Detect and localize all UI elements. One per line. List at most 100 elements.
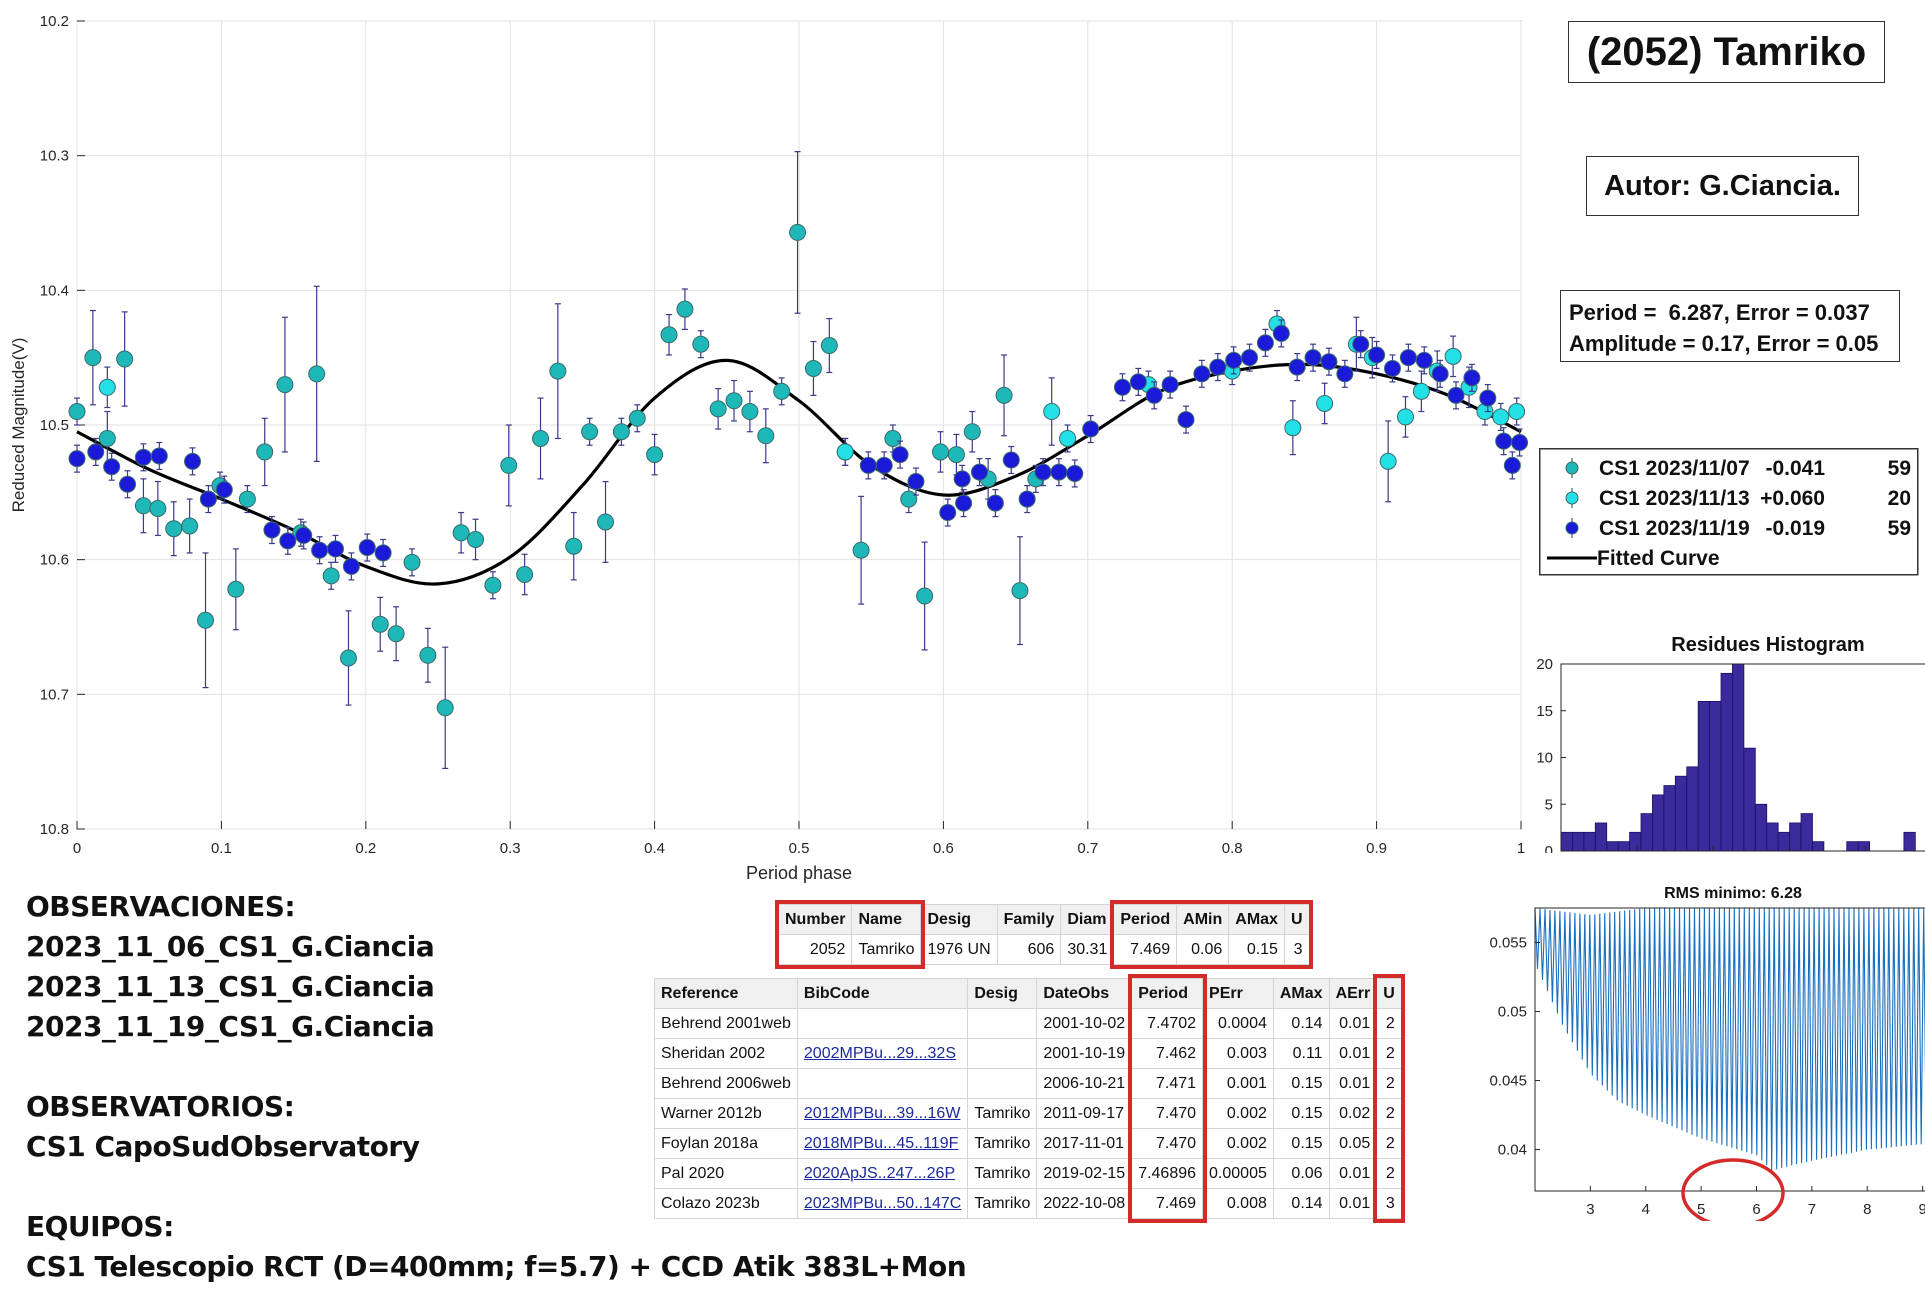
light-curve-plot: 0 0.1 0.2 0.3 0.4 0.5 0.6 0.7 0.8 0.9 1 10.2 10.3 10.… bbox=[9, 13, 1529, 883]
ref-cell: 2 bbox=[1376, 1038, 1402, 1069]
ref-col-perr: PErr bbox=[1202, 978, 1274, 1009]
legend-entry-2: CS1 2023/11/13 +0.060 20 bbox=[1565, 487, 1911, 510]
data-point bbox=[939, 504, 957, 522]
asteroid-col-period: Period bbox=[1113, 904, 1178, 935]
x-tick-label-0: 0 bbox=[73, 840, 81, 857]
data-point bbox=[859, 456, 877, 474]
table-row: Pal 2020 2020ApJS..247...26P Tamriko 2019-0… bbox=[654, 1158, 1402, 1189]
histogram-bar bbox=[1903, 831, 1916, 852]
ref-cell: Foylan 2018a bbox=[654, 1128, 798, 1159]
data-point bbox=[119, 475, 137, 493]
data-point bbox=[68, 403, 86, 421]
data-point bbox=[1415, 351, 1433, 369]
bibcode-link[interactable]: 2018MPBu...45..119F bbox=[803, 1134, 959, 1152]
data-point bbox=[891, 446, 909, 464]
data-point bbox=[1034, 463, 1052, 481]
asteroid-col-amin: AMin bbox=[1176, 904, 1230, 935]
table-row: Warner 2012b 2012MPBu...39...16W Tamriko 20… bbox=[654, 1098, 1402, 1129]
bibcode-link[interactable]: 2023MPBu...50..147C bbox=[803, 1194, 962, 1212]
table-row: Behrend 2001web 2001-10-02 7.4702 0.0004 0.1… bbox=[654, 1008, 1402, 1039]
data-point bbox=[165, 520, 183, 538]
ref-cell: 2006-10-21 bbox=[1036, 1068, 1133, 1099]
data-point bbox=[1336, 365, 1354, 383]
rms-minimum-highlight bbox=[1681, 1158, 1785, 1221]
ref-cell: 0.06 bbox=[1272, 1158, 1330, 1189]
ref-cell[interactable]: 2012MPBu...39...16W bbox=[796, 1098, 969, 1129]
bibcode-link[interactable]: 2002MPBu...29...32S bbox=[803, 1044, 956, 1062]
residues-histogram: Residues Histogram -0.1-0.0500.050.10.15… bbox=[1536, 634, 1925, 853]
data-point bbox=[1011, 582, 1029, 600]
data-point bbox=[1511, 434, 1529, 452]
ref-cell[interactable]: 2020ApJS..247...26P bbox=[796, 1158, 969, 1189]
asteroid-cell: 1976 UN bbox=[920, 934, 998, 965]
histogram-bar bbox=[1709, 701, 1722, 852]
data-point bbox=[1412, 382, 1430, 400]
data-point bbox=[500, 456, 518, 474]
data-point bbox=[484, 576, 502, 594]
bibcode-link[interactable]: 2020ApJS..247...26P bbox=[803, 1164, 956, 1182]
data-point bbox=[1177, 411, 1195, 429]
y-tick-label-0: 10.2 bbox=[40, 13, 69, 30]
data-point bbox=[1492, 408, 1510, 426]
ref-cell: Tamriko bbox=[967, 1098, 1038, 1129]
asteroid-col-diam: Diam bbox=[1060, 904, 1115, 935]
y-tick-label-2: 10.4 bbox=[40, 282, 69, 299]
data-point bbox=[741, 403, 759, 421]
histogram-bar bbox=[1686, 766, 1699, 852]
data-point bbox=[1284, 419, 1302, 437]
ref-col-bibcode: BibCode bbox=[796, 978, 969, 1009]
observation-notes: OBSERVACIONES: 2023_11_06_CS1_G.Ciancia … bbox=[26, 890, 967, 1290]
histogram-bar bbox=[1652, 794, 1665, 852]
asteroid-cell: 7.469 bbox=[1113, 934, 1178, 965]
data-point bbox=[358, 539, 376, 557]
data-point bbox=[1316, 394, 1334, 412]
ref-cell: 2 bbox=[1376, 1128, 1402, 1159]
data-point bbox=[98, 378, 116, 396]
ref-cell: 7.470 bbox=[1131, 1128, 1204, 1159]
x-tick-label-10: 1 bbox=[1517, 840, 1525, 857]
ref-cell: 2017-11-01 bbox=[1036, 1128, 1133, 1159]
data-point bbox=[199, 490, 217, 508]
ref-cell bbox=[967, 1038, 1038, 1069]
ref-cell[interactable]: 2023MPBu...50..147C bbox=[796, 1188, 969, 1219]
legend-offset: +0.060 bbox=[1760, 487, 1825, 510]
rms-title: RMS minimo: 6.28 bbox=[1664, 885, 1802, 902]
data-point bbox=[403, 553, 421, 571]
data-point bbox=[371, 615, 389, 633]
legend-label: CS1 2023/11/13 bbox=[1599, 487, 1750, 510]
data-point bbox=[875, 456, 893, 474]
data-point bbox=[692, 335, 710, 353]
hist-y-tick-1: 5 bbox=[1545, 796, 1553, 813]
ref-cell: 0.00005 bbox=[1202, 1158, 1274, 1189]
ref-cell: Behrend 2001web bbox=[654, 1008, 798, 1039]
ref-cell: 0.05 bbox=[1328, 1128, 1378, 1159]
equipment-heading: EQUIPOS: bbox=[26, 1210, 174, 1243]
ref-cell[interactable]: 2002MPBu...29...32S bbox=[796, 1038, 969, 1069]
bibcode-link[interactable]: 2012MPBu...39...16W bbox=[803, 1104, 961, 1122]
histogram-bar bbox=[1594, 822, 1608, 852]
ref-cell: 2019-02-15 bbox=[1036, 1158, 1133, 1189]
ref-cell: 2 bbox=[1376, 1068, 1402, 1099]
legend: CS1 2023/11/07 -0.041 59 CS1 2023/11/13 +0.0… bbox=[1539, 448, 1919, 576]
x-tick-label-1: 0.1 bbox=[211, 840, 232, 857]
data-point bbox=[1320, 353, 1338, 371]
rms-x-tick-2: 5 bbox=[1697, 1201, 1705, 1218]
data-point bbox=[1304, 349, 1322, 367]
data-point bbox=[197, 611, 215, 629]
ref-cell: 0.003 bbox=[1202, 1038, 1274, 1069]
data-point bbox=[1352, 335, 1370, 353]
data-point bbox=[725, 392, 743, 410]
ref-col-desig: Desig bbox=[967, 978, 1038, 1009]
rms-y-tick-1: 0.045 bbox=[1489, 1073, 1527, 1090]
data-point bbox=[1508, 403, 1526, 421]
data-point bbox=[1018, 490, 1036, 508]
ref-cell: 0.01 bbox=[1328, 1068, 1378, 1099]
asteroid-cell: 0.06 bbox=[1176, 934, 1230, 965]
ref-cell[interactable]: 2018MPBu...45..119F bbox=[796, 1128, 969, 1159]
table-row: Sheridan 2002 2002MPBu...29...32S 2001-10-… bbox=[654, 1038, 1402, 1069]
ref-cell: 2001-10-02 bbox=[1036, 1008, 1133, 1039]
data-point bbox=[971, 463, 988, 481]
data-point bbox=[852, 541, 870, 559]
table-row: Colazo 2023b 2023MPBu...50..147C Tamriko 20… bbox=[654, 1188, 1402, 1219]
x-tick-label-8: 0.8 bbox=[1222, 840, 1243, 857]
